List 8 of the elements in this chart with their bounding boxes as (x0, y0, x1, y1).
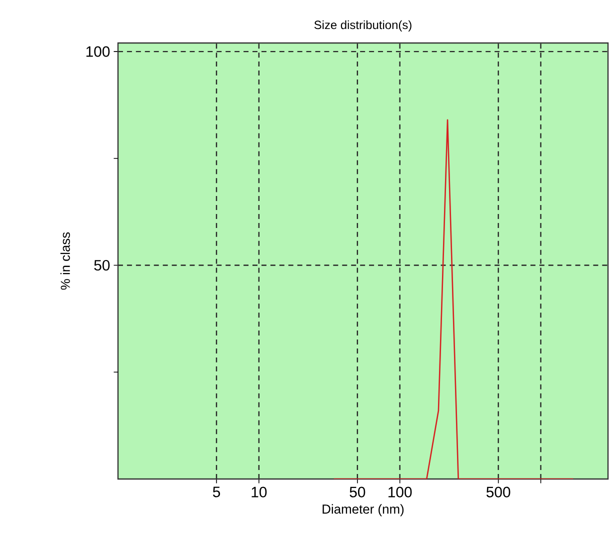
chart-title: Size distribution(s) (314, 20, 412, 32)
x-axis-title: Diameter (nm) (322, 504, 404, 516)
x-tick-label: 500 (486, 486, 510, 498)
x-tick-label: 50 (350, 486, 366, 498)
x-tick-label: 100 (388, 486, 412, 498)
x-tick-label: 5 (212, 486, 220, 498)
y-axis-title: % in class (60, 232, 70, 290)
x-tick-label: 10 (252, 486, 267, 498)
